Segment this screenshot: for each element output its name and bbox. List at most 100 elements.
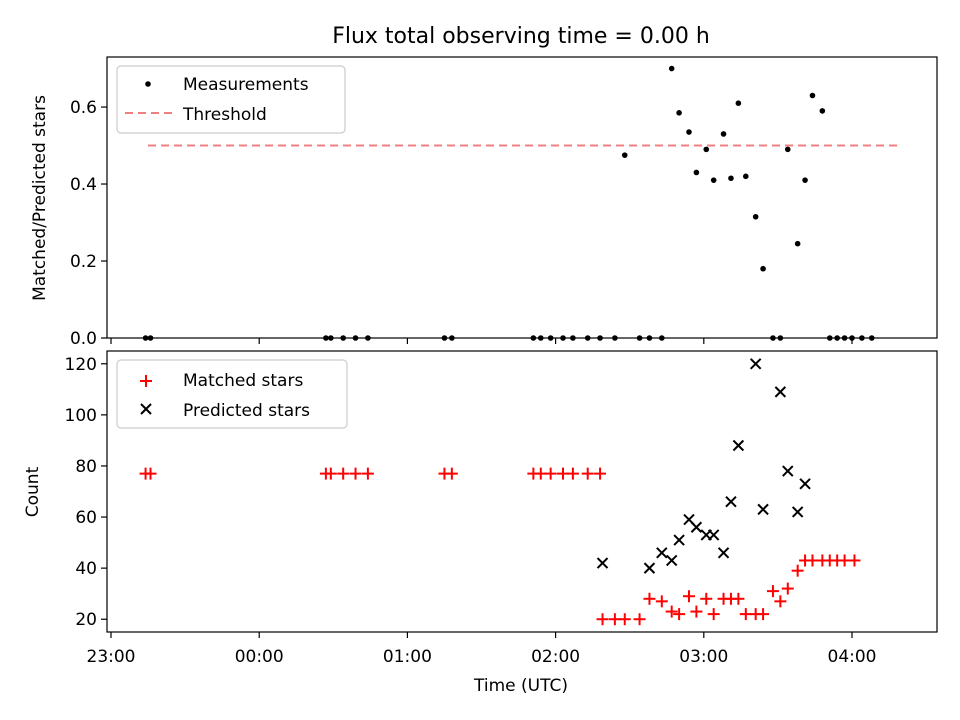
matched-star-point bbox=[732, 592, 745, 605]
measurement-point bbox=[547, 335, 554, 341]
bottom-y-ticks: 20 40 60 80 100 120 bbox=[65, 355, 107, 630]
predicted-star-point bbox=[799, 478, 811, 490]
bottom-x-ticks: 23:00 00:00 01:00 02:00 03:00 04:00 bbox=[87, 632, 877, 667]
top-ylabel: Matched/Predicted stars bbox=[30, 95, 50, 301]
measurement-point bbox=[770, 335, 776, 341]
bottom-legend: Matched stars Predicted stars bbox=[116, 359, 348, 429]
bottom-panel: 20 40 60 80 100 120 23:00 00:00 01:00 02:00 03:00… bbox=[23, 350, 938, 696]
matched-star-point bbox=[848, 554, 861, 567]
measurement-point bbox=[802, 177, 808, 183]
measurement-point bbox=[834, 335, 840, 341]
bottom-y-tick-label: 100 bbox=[65, 406, 97, 426]
legend-measurements-label: Measurements bbox=[183, 75, 309, 95]
matched-star-point bbox=[361, 467, 374, 480]
measurement-point bbox=[686, 129, 692, 135]
measurement-point bbox=[323, 335, 329, 341]
legend-predicted-marker bbox=[140, 403, 152, 415]
measurement-point bbox=[760, 265, 766, 272]
x-tick-label: 02:00 bbox=[531, 647, 580, 667]
measurement-point bbox=[530, 335, 537, 341]
matched-star-point bbox=[774, 595, 787, 608]
x-tick-label: 23:00 bbox=[87, 647, 136, 667]
top-x-ticks bbox=[110, 338, 853, 344]
measurement-point bbox=[784, 146, 791, 153]
measurement-point bbox=[868, 335, 875, 341]
predicted-star-point bbox=[782, 465, 794, 477]
matched-star-point bbox=[700, 592, 713, 605]
predicted-star-points bbox=[596, 358, 811, 574]
measurement-point bbox=[720, 131, 727, 137]
predicted-star-point bbox=[643, 562, 656, 574]
measurement-point bbox=[659, 335, 665, 341]
matched-star-point bbox=[757, 608, 770, 621]
matched-star-point bbox=[618, 613, 631, 626]
legend-predicted-label: Predicted stars bbox=[183, 401, 310, 421]
bottom-y-tick-label: 120 bbox=[65, 355, 97, 375]
predicted-star-point bbox=[725, 496, 737, 508]
measurement-point bbox=[809, 92, 816, 99]
measurement-point bbox=[826, 335, 833, 341]
measurement-point bbox=[703, 146, 710, 153]
bottom-ylabel: Count bbox=[23, 466, 43, 517]
measurement-point bbox=[859, 335, 865, 341]
measurement-point bbox=[147, 335, 154, 341]
predicted-star-point bbox=[673, 534, 685, 546]
x-tick-label: 03:00 bbox=[679, 647, 728, 667]
matched-star-point bbox=[594, 467, 607, 480]
predicted-star-point bbox=[665, 554, 678, 567]
measurement-point bbox=[328, 335, 334, 341]
matched-star-point bbox=[643, 592, 656, 605]
matched-star-point bbox=[544, 467, 557, 480]
measurement-point bbox=[340, 335, 346, 341]
measurement-point bbox=[710, 177, 717, 183]
predicted-star-point bbox=[707, 529, 720, 541]
x-tick-label: 04:00 bbox=[828, 647, 877, 667]
matched-star-point bbox=[665, 605, 678, 618]
measurement-point bbox=[612, 335, 618, 341]
measurement-point bbox=[597, 335, 603, 341]
measurement-point bbox=[735, 100, 742, 106]
legend-measurements-marker bbox=[145, 81, 151, 87]
predicted-star-point bbox=[690, 521, 703, 533]
matched-star-point bbox=[690, 605, 703, 618]
matched-star-point bbox=[673, 608, 686, 621]
chart-title: Flux total observing time = 0.00 h bbox=[332, 24, 710, 49]
x-tick-label: 00:00 bbox=[235, 647, 284, 667]
measurement-point bbox=[646, 335, 653, 341]
measurement-point bbox=[728, 175, 734, 182]
matched-star-point bbox=[566, 467, 579, 480]
matched-star-point bbox=[633, 613, 646, 626]
bottom-axes-frame bbox=[106, 350, 938, 633]
predicted-star-point bbox=[757, 503, 769, 516]
top-y-tick-label: 0.4 bbox=[70, 175, 97, 195]
predicted-star-point bbox=[717, 547, 730, 559]
top-axes-frame bbox=[106, 56, 938, 339]
top-y-tick-label: 0.6 bbox=[70, 98, 97, 118]
measurement-point bbox=[794, 240, 801, 247]
matched-star-point bbox=[596, 613, 609, 626]
measurement-point bbox=[777, 335, 784, 341]
measurement-point bbox=[676, 110, 682, 116]
measurement-point bbox=[752, 213, 759, 220]
bottom-y-tick-label: 60 bbox=[75, 508, 97, 528]
matched-star-point bbox=[445, 467, 458, 480]
measurement-point bbox=[560, 335, 566, 341]
top-panel: 0.0 0.2 0.4 0.6 Matched/Predicted stars Mea… bbox=[30, 56, 938, 349]
predicted-star-point bbox=[749, 358, 762, 370]
x-axis-label: Time (UTC) bbox=[473, 676, 568, 696]
predicted-star-point bbox=[732, 439, 745, 452]
top-y-tick-label: 0.0 bbox=[70, 329, 97, 349]
measurement-point bbox=[570, 335, 576, 341]
matched-star-point bbox=[349, 467, 362, 480]
legend-matched-marker bbox=[140, 375, 152, 387]
matched-star-point bbox=[766, 585, 779, 598]
matched-star-point bbox=[324, 467, 337, 480]
predicted-star-point bbox=[774, 386, 787, 398]
matched-star-point bbox=[144, 467, 157, 480]
top-legend-box bbox=[116, 65, 346, 134]
matched-star-point bbox=[581, 467, 594, 480]
legend-threshold-label: Threshold bbox=[182, 105, 267, 125]
measurement-point bbox=[441, 335, 448, 341]
measurement-point bbox=[352, 335, 359, 341]
